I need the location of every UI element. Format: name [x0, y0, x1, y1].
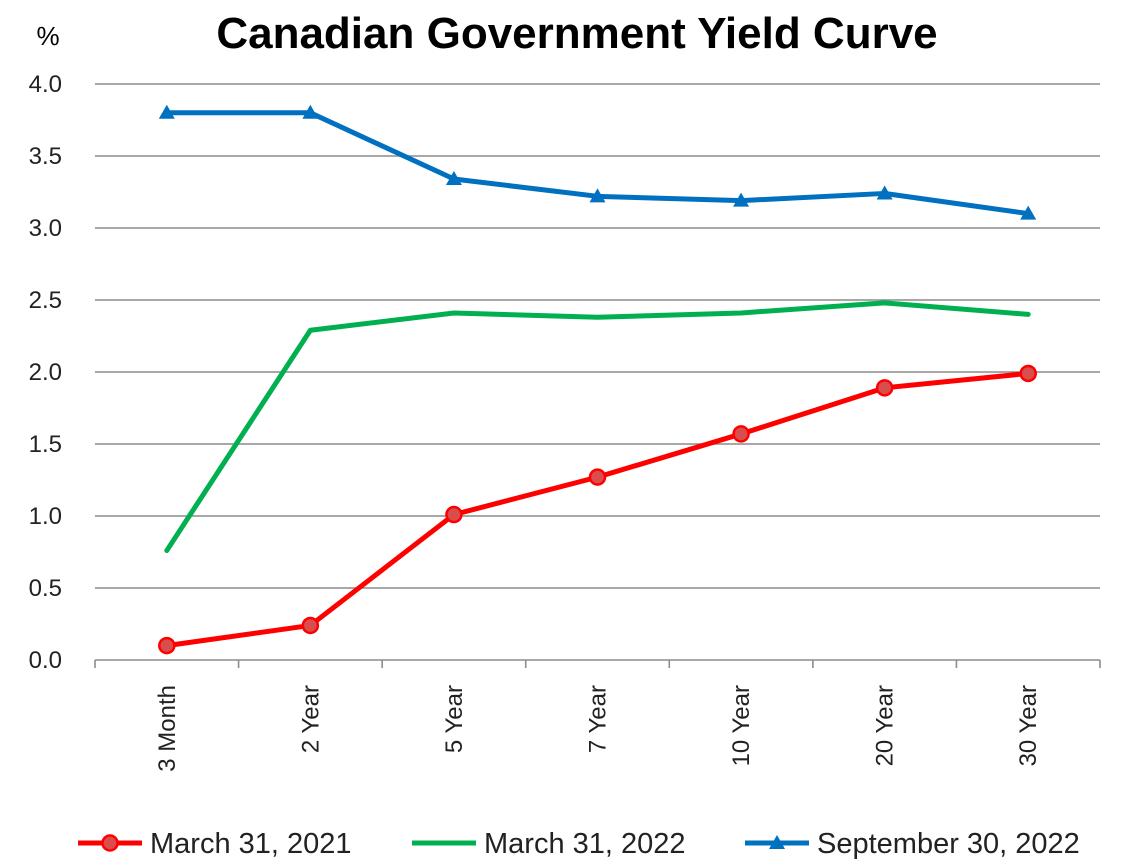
data-point	[445, 505, 463, 524]
legend-item: March 31, 2022	[412, 828, 686, 859]
series-2	[164, 300, 1031, 554]
y-axis-unit-label: %	[36, 21, 59, 51]
y-tick-label: 3.5	[29, 143, 62, 170]
axes: 0.0 0.5 1.0 1.5 2.0 2.5 3.0 3.5 4.0 3 Month 2 Year…	[29, 71, 1101, 772]
x-tick-label: 2 Year	[297, 685, 324, 753]
data-point	[733, 192, 750, 207]
legend: March 31, 2021 March 31, 2022 September 30…	[78, 828, 1080, 859]
y-tick-label: 2.0	[29, 359, 62, 386]
data-point	[158, 104, 175, 119]
legend-label: March 31, 2022	[484, 828, 686, 859]
legend-marker	[101, 834, 119, 852]
y-tick-label: 1.0	[29, 503, 62, 530]
y-tick-label: 0.0	[29, 647, 62, 674]
y-tick-label: 2.5	[29, 287, 62, 314]
series-3	[158, 104, 1037, 220]
x-tick-label: 30 Year	[1015, 685, 1042, 766]
series-line	[164, 300, 1031, 554]
legend-label: March 31, 2021	[150, 828, 352, 859]
data-point	[445, 171, 462, 186]
x-tick-label: 5 Year	[441, 685, 468, 753]
x-tick-label: 7 Year	[585, 685, 612, 753]
y-tick-label: 1.5	[29, 431, 62, 458]
data-point	[588, 468, 607, 486]
data-point	[301, 616, 320, 635]
series-1	[158, 364, 1037, 655]
x-tick-label: 20 Year	[872, 685, 899, 766]
y-tick-label: 4.0	[29, 71, 62, 98]
gridlines	[95, 83, 1100, 589]
data-point	[732, 425, 750, 443]
y-tick-label: 3.0	[29, 215, 62, 242]
x-tick-label: 10 Year	[728, 685, 755, 766]
data-point	[589, 188, 606, 203]
legend-marker	[769, 835, 785, 849]
data-point	[1019, 364, 1037, 383]
data-point	[876, 185, 893, 200]
series-line	[164, 370, 1031, 649]
data-point	[158, 636, 176, 655]
chart-title: Canadian Government Yield Curve	[216, 9, 937, 58]
data-point	[1020, 205, 1037, 220]
y-tick-label: 0.5	[29, 575, 62, 602]
legend-label: September 30, 2022	[817, 828, 1080, 859]
data-point	[875, 379, 894, 397]
data-point	[302, 104, 319, 119]
legend-item: March 31, 2021	[78, 828, 352, 859]
legend-item: September 30, 2022	[745, 828, 1080, 859]
series-lines	[158, 104, 1037, 655]
x-tick-label: 3 Month	[154, 685, 181, 772]
